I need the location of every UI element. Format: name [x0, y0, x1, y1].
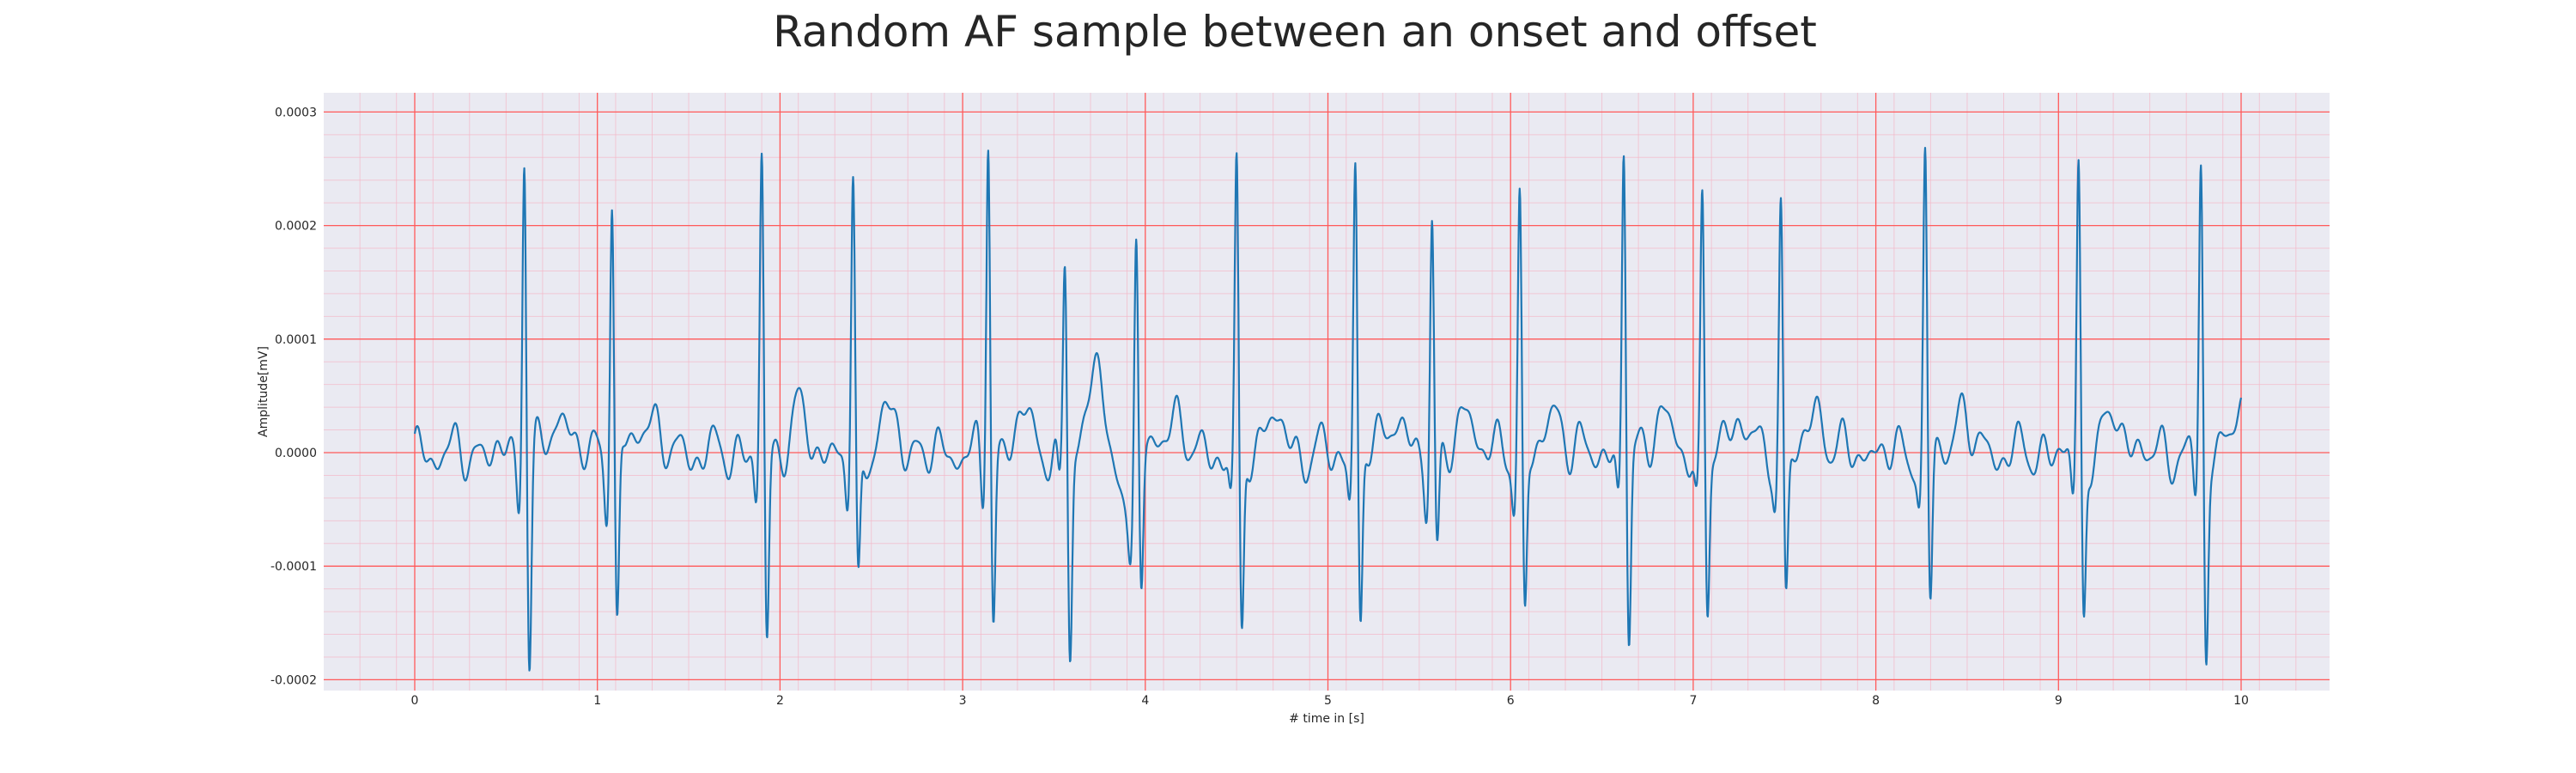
y-axis-label: Amplitude[mV] [257, 346, 270, 437]
x-tick-label: 2 [776, 694, 784, 708]
x-tick-label: 3 [959, 694, 967, 708]
x-tick-label: 5 [1324, 694, 1332, 708]
x-tick-label: 6 [1507, 694, 1515, 708]
plot-area [324, 93, 2330, 691]
series-layer [413, 147, 2243, 672]
x-tick-label: 8 [1872, 694, 1880, 708]
x-tick-label: 1 [593, 694, 601, 708]
x-tick-label: 10 [2233, 694, 2249, 708]
chart-title: Random AF sample between an onset and of… [773, 7, 1817, 57]
ecg-signal-line [413, 147, 2243, 672]
x-tick-labels: 0 1 2 3 4 5 6 7 8 9 10 [411, 694, 2249, 708]
x-tick-label: 9 [2055, 694, 2063, 708]
y-tick-label: -0.0002 [270, 673, 317, 687]
y-tick-label: 0.0003 [275, 106, 317, 119]
y-tick-label: 0.0002 [275, 220, 317, 234]
y-tick-label: 0.0001 [275, 333, 317, 347]
x-axis-label: # time in [s] [1289, 712, 1364, 726]
x-tick-label: 4 [1141, 694, 1149, 708]
y-tick-label: 0.0000 [275, 447, 317, 460]
y-tick-labels: -0.0002 -0.0001 0.0000 0.0001 0.0002 0.0003 [270, 106, 317, 687]
x-tick-label: 7 [1689, 694, 1697, 708]
x-tick-label: 0 [411, 694, 419, 708]
y-tick-label: -0.0001 [270, 560, 317, 574]
